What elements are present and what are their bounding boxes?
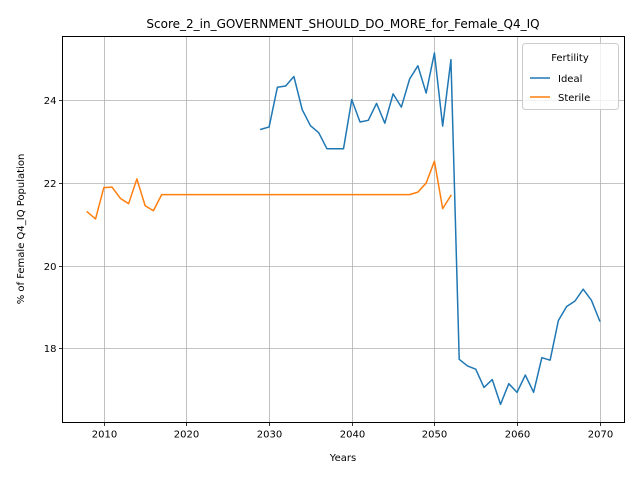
legend-label-sterile: Sterile [558,93,590,104]
legend-title: Fertility [551,53,589,64]
series-lines [86,52,601,406]
legend-label-ideal: Ideal [558,74,582,85]
y-tick-label: 22 [44,179,57,190]
plot-frame [62,36,625,423]
x-axis-ticks: 2010 2020 2030 2040 2050 2060 2070 [92,422,613,441]
legend-box [522,43,619,110]
x-tick-label: 2020 [174,430,199,441]
x-tick-label: 2070 [588,430,613,441]
series-line-ideal [259,52,601,406]
y-tick-label: 20 [44,262,57,273]
legend: Fertility Ideal Sterile [522,43,619,110]
x-tick-label: 2010 [92,430,117,441]
x-tick-label: 2050 [422,430,447,441]
chart-title: Score_2_in_GOVERNMENT_SHOULD_DO_MORE_for… [146,17,539,31]
series-line-sterile [86,160,452,220]
y-tick-label: 24 [44,96,57,107]
y-tick-label: 18 [44,344,57,355]
y-axis-ticks: 18 20 22 24 [44,96,63,355]
y-axis-label: % of Female Q4_IQ Population [16,154,27,305]
x-tick-label: 2040 [340,430,365,441]
x-axis-label: Years [329,453,356,464]
x-tick-label: 2030 [257,430,282,441]
x-tick-label: 2060 [505,430,530,441]
